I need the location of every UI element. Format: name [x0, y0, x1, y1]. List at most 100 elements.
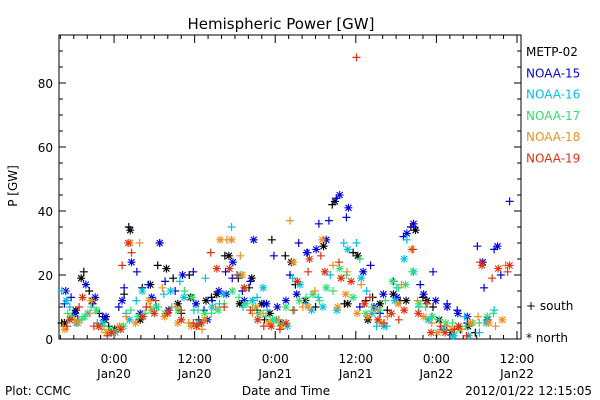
north-point — [247, 274, 256, 283]
south-point — [328, 261, 337, 270]
south-point — [221, 267, 230, 276]
north-point — [268, 315, 277, 324]
south-point — [316, 251, 325, 260]
north-point — [304, 303, 313, 311]
north-point — [484, 319, 493, 327]
south-point — [328, 200, 337, 209]
north-point — [353, 251, 362, 260]
north-point — [173, 299, 182, 308]
north-point — [71, 309, 80, 318]
north-point — [78, 293, 87, 302]
north-point — [466, 319, 475, 327]
north-point — [71, 306, 80, 315]
north-point — [259, 283, 268, 292]
north-point — [131, 319, 140, 327]
north-point — [428, 312, 437, 321]
north-point — [265, 309, 274, 318]
south-point — [372, 322, 381, 331]
north-point — [400, 306, 409, 315]
north-point — [307, 306, 316, 315]
north-point — [106, 325, 115, 334]
y-tick-label: 80 — [38, 77, 53, 91]
north-point — [107, 328, 116, 337]
north-point — [392, 293, 401, 302]
south-point — [339, 239, 348, 247]
south-point — [159, 290, 168, 299]
north-point — [414, 309, 423, 318]
x-tick-label-time: 12:00 — [177, 352, 212, 366]
south-point — [340, 299, 349, 308]
north-point — [200, 309, 209, 318]
north-point — [283, 322, 292, 331]
south-point — [298, 303, 307, 311]
x-tick-label-time: 12:00 — [339, 352, 374, 366]
south-point — [185, 271, 194, 279]
north-point — [402, 229, 411, 238]
north-point — [240, 283, 249, 292]
south-point — [460, 312, 469, 321]
south-point — [274, 315, 283, 324]
south-point — [332, 194, 341, 203]
north-point — [419, 290, 428, 299]
north-point — [289, 258, 298, 267]
south-point — [158, 283, 167, 292]
north-point — [414, 299, 423, 308]
y-tick-label: 60 — [38, 141, 53, 155]
north-point — [318, 303, 327, 311]
legend: METP-02 NOAA-15 NOAA-16 NOAA-17 NOAA-18 NOAA-… — [526, 45, 580, 166]
south-point — [135, 239, 144, 247]
north-point — [160, 312, 169, 321]
north-point — [212, 264, 221, 273]
north-point — [333, 303, 342, 311]
north-point — [118, 296, 127, 305]
north-point — [375, 306, 384, 315]
south-point — [324, 216, 333, 225]
x-tick-label-date: Jan22 — [499, 367, 534, 381]
north-point — [150, 309, 159, 318]
north-point — [214, 287, 223, 295]
north-point — [281, 303, 290, 311]
north-point — [431, 296, 440, 305]
north-point — [200, 315, 209, 324]
north-point — [319, 242, 328, 251]
north-point — [238, 271, 247, 279]
north-point — [61, 287, 70, 295]
south-point — [380, 319, 389, 327]
south-point — [476, 258, 485, 267]
south-point — [171, 303, 180, 311]
footer-timestamp: 2012/01/22 12:15:05 — [465, 384, 592, 398]
south-point — [355, 255, 364, 263]
north-point — [197, 319, 206, 327]
south-point — [365, 293, 374, 302]
north-point — [400, 255, 409, 263]
north-point — [353, 309, 362, 318]
x-tick-label-date: Jan21 — [338, 367, 373, 381]
south-point — [194, 306, 203, 315]
north-point — [498, 315, 507, 324]
south-point — [180, 287, 189, 295]
north-point — [394, 299, 403, 308]
north-point — [73, 319, 82, 327]
south-point — [75, 303, 84, 311]
south-point — [259, 299, 268, 308]
north-point — [126, 226, 135, 235]
north-point — [293, 277, 302, 286]
south-point — [175, 277, 184, 286]
north-point — [228, 258, 237, 267]
south-point — [436, 322, 445, 331]
north-point — [379, 290, 388, 299]
x-axis-label: Date and Time — [242, 384, 330, 398]
north-point — [212, 290, 221, 299]
south-point — [362, 287, 371, 295]
north-point — [493, 242, 502, 251]
south-point — [63, 322, 72, 331]
north-point — [301, 296, 310, 305]
north-point — [162, 264, 171, 273]
south-point — [294, 239, 303, 247]
y-tick-label: 20 — [38, 269, 53, 283]
north-point — [292, 290, 301, 299]
south-point — [304, 267, 313, 276]
south-point — [228, 274, 237, 283]
south-point — [67, 293, 76, 302]
